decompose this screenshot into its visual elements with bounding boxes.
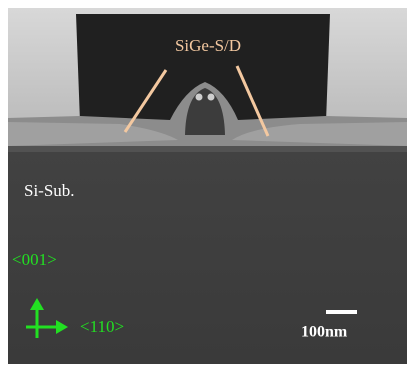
nanowire [208, 94, 215, 101]
nanowire [196, 94, 203, 101]
substrate-label: Si-Sub. [24, 181, 75, 200]
interface [8, 146, 407, 152]
direction-label: <110> [80, 317, 124, 336]
scale-label: 100nm [301, 324, 348, 341]
micrograph: SiGe-S/D Si-Sub. <001> <110> 100nm [0, 0, 415, 372]
direction-label: <001> [12, 250, 57, 269]
sige-label: SiGe-S/D [175, 36, 241, 55]
scale-bar [326, 310, 357, 314]
